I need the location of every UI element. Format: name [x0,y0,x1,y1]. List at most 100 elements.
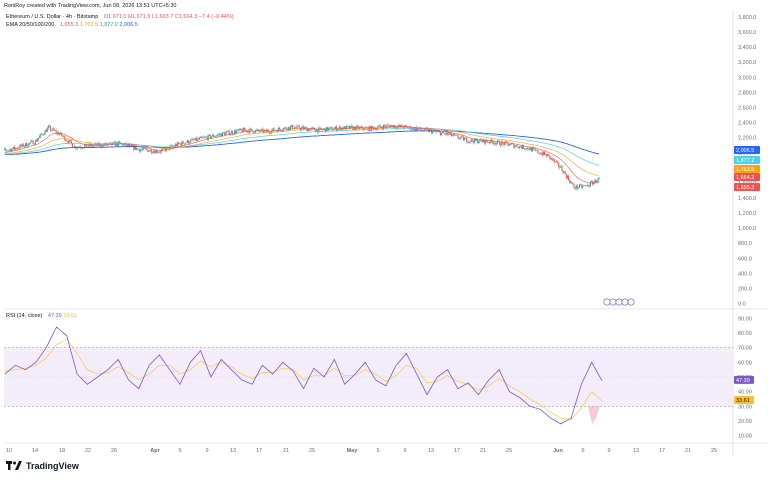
candle-body [10,149,12,152]
candle-body [458,137,460,139]
candle-body [214,136,216,138]
rsi-label[interactable]: RSI (14, close) [6,313,43,319]
candle-body [119,141,121,143]
candle-body [41,133,43,135]
candle-body [53,128,55,131]
ema-label[interactable]: EMA 20/50/100/200 [6,22,55,28]
candle-body [421,129,423,131]
candle-body [430,129,432,131]
candle-body [529,147,531,150]
candle-body [494,143,496,145]
candle-body [280,129,282,131]
candle-body [432,130,434,134]
candle-body [213,134,215,137]
candle-body [86,143,88,147]
candle-body [12,146,14,149]
candle-body [72,143,74,147]
candle-body [367,127,369,131]
candle-body [391,125,393,126]
symbol-name[interactable]: Ethereum / U.S. Dollar · 4h · Bitstamp [6,14,99,20]
candle-body [581,184,583,188]
candle-body [542,151,544,156]
price-tick-label: 2,200.0 [738,136,756,142]
candle-body [17,148,19,149]
candle-body [292,125,294,129]
candle-body [226,131,228,133]
candle-body [530,147,532,152]
price-tick-label: 800.0 [738,241,752,247]
candle-body [598,177,600,179]
candle-body [246,129,248,132]
candle-body [471,139,473,142]
candle-body [351,125,353,127]
candle-body [161,148,163,150]
candle-body [575,185,577,189]
rsi-line [4,326,603,425]
ema50-value: 1,763.5 [79,22,99,28]
candle-body [238,129,240,131]
attribution: RoniRoy created with TradingView.com, Ju… [4,3,177,9]
ohlc-open: O1,671.0 [103,14,127,20]
candle-body [337,129,338,131]
candle-body [414,127,416,131]
candle-body [514,146,516,148]
candle-body [422,129,424,131]
price-tick-label: 2,600.0 [738,105,756,111]
candle-body [151,152,153,154]
candle-body [572,183,574,185]
ema100-value: 1,877.2 [99,22,118,28]
candle-body [516,145,518,148]
candle-body [113,142,115,143]
candle-body [402,127,404,129]
tradingview-logo[interactable]: TradingView [6,461,79,471]
candle-body [192,139,194,141]
candle-body [131,144,133,147]
candle-body [534,148,536,150]
candle-body [220,133,222,137]
candle-body [455,134,457,136]
candle-body [143,147,145,150]
candle-body [227,130,229,132]
candle-body [68,140,70,143]
price-tick-label: 0.0 [738,302,746,308]
candle-body [102,144,104,147]
candle-body [4,148,6,150]
candle-body [148,151,150,152]
candle-body [577,187,579,189]
candle-body [195,137,197,141]
candle-body [277,127,279,132]
candle-body [363,128,365,130]
candle-body [5,148,7,151]
candle-body [400,125,402,127]
candle-body [539,153,541,155]
candle-body [580,184,582,186]
candle-body [65,140,67,141]
candle-body [515,145,517,147]
candle-body [573,184,575,188]
candle-body [518,146,520,149]
candle-body [212,134,214,137]
candle-body [545,154,547,155]
candle-body [215,135,217,137]
candle-body [373,127,375,130]
candle-body [239,128,241,131]
candle-body [300,127,302,130]
candle-body [30,141,32,143]
price-label-tag [734,173,760,181]
candle-body [533,148,535,149]
candle-body [540,153,542,155]
time-tick-label: 13 [633,448,639,454]
candle-body [311,127,313,129]
candle-body [589,182,591,187]
candle-body [426,128,428,130]
candle-body [149,149,151,152]
candle-body [225,132,227,135]
candle-body [384,125,386,127]
candle-body [177,142,179,147]
candle-body [472,141,474,143]
candle-body [301,126,303,128]
candle-body [27,145,29,147]
candle-body [91,144,93,147]
price-label-text: 1,763.5 [736,167,754,173]
